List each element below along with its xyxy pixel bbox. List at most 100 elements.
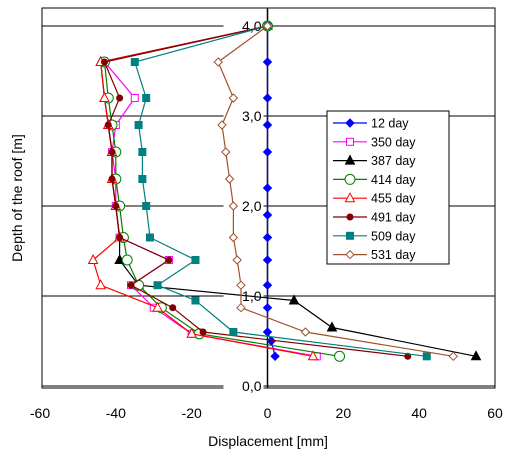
triangle-marker xyxy=(95,279,106,290)
square-marker xyxy=(422,352,431,361)
circle-marker xyxy=(346,213,354,221)
circle-marker xyxy=(104,121,112,129)
x-tick-label: -40 xyxy=(106,405,126,421)
legend-entry: 509 day xyxy=(333,229,416,243)
triangle-marker xyxy=(307,350,319,361)
square-marker xyxy=(142,94,151,102)
square-marker xyxy=(145,233,154,242)
x-tick-label: 60 xyxy=(487,405,503,421)
legend-entry: 12 day xyxy=(333,117,409,131)
circle-marker xyxy=(116,94,124,102)
square-marker xyxy=(138,148,147,156)
legend-label: 491 day xyxy=(371,211,416,225)
diamond-marker xyxy=(262,280,273,290)
series-12-day xyxy=(262,21,280,362)
legend: 12 day 350 day 387 day 414 day 455 day 491 da… xyxy=(326,110,450,265)
y-axis-title: Depth of the roof [m] xyxy=(9,134,25,262)
y-tick-label: 2,0 xyxy=(242,198,262,214)
diamond-marker xyxy=(262,210,273,220)
diamond-marker xyxy=(270,351,280,362)
triangle-marker xyxy=(470,350,482,361)
diamond-marker xyxy=(262,21,273,31)
legend-box xyxy=(326,110,450,265)
legend-label: 531 day xyxy=(371,248,416,262)
y-tick-label-background xyxy=(223,107,264,125)
legend-entry: 455 day xyxy=(333,192,416,206)
legend-entry: 491 day xyxy=(333,211,416,225)
diamond-marker xyxy=(213,57,223,67)
circle-marker xyxy=(108,148,116,156)
circle-marker xyxy=(165,256,173,264)
legend-label: 509 day xyxy=(371,229,416,243)
circle-marker xyxy=(112,202,120,210)
triangle-marker xyxy=(186,327,197,338)
diamond-marker xyxy=(217,120,227,130)
triangle-marker xyxy=(288,294,300,305)
x-tick-label: -20 xyxy=(182,405,202,421)
circle-marker xyxy=(108,175,116,183)
diamond-marker xyxy=(448,351,458,362)
x-tick-label: 0 xyxy=(264,405,272,421)
square-marker xyxy=(191,296,200,305)
series-531-day xyxy=(213,21,458,362)
diamond-marker xyxy=(262,120,273,130)
y-tick-label: 3,0 xyxy=(242,108,262,124)
circle-marker xyxy=(404,352,412,360)
circle-marker xyxy=(100,58,108,66)
plot-area-border xyxy=(41,7,496,389)
diamond-marker xyxy=(262,232,273,243)
diamond-marker xyxy=(262,255,273,265)
square-marker xyxy=(191,256,200,264)
square-marker xyxy=(130,94,139,102)
triangle-marker xyxy=(152,301,163,312)
square-marker xyxy=(229,328,238,336)
triangle-marker xyxy=(344,154,356,165)
diamond-marker xyxy=(345,249,355,260)
y-tick-label-background xyxy=(223,377,264,395)
x-axis-title: Displacement [mm] xyxy=(208,433,328,449)
diamond-marker xyxy=(262,302,273,313)
x-tick-label: 20 xyxy=(336,405,352,421)
x-tick-label: 40 xyxy=(411,405,427,421)
square-marker xyxy=(346,231,354,240)
triangle-marker xyxy=(344,192,356,203)
y-tick-labels: 0,01,02,03,04,0 xyxy=(223,17,264,395)
legend-entry: 531 day xyxy=(333,248,416,262)
diamond-marker xyxy=(232,255,242,265)
legend-label: 12 day xyxy=(371,117,409,131)
diamond-marker xyxy=(221,147,231,157)
diamond-marker xyxy=(262,57,273,67)
series-lines xyxy=(87,19,482,362)
legend-entry: 350 day xyxy=(333,135,416,149)
diamond-marker xyxy=(228,201,239,211)
square-marker xyxy=(153,281,162,290)
circle-marker xyxy=(344,173,356,185)
square-marker xyxy=(130,58,139,66)
circle-marker xyxy=(169,304,177,312)
legend-label: 414 day xyxy=(371,173,416,187)
square-marker xyxy=(134,121,143,129)
diamond-marker xyxy=(224,174,235,184)
triangle-marker xyxy=(87,253,99,264)
circle-marker xyxy=(199,328,207,336)
diamond-marker xyxy=(228,93,239,103)
diamond-marker xyxy=(262,147,273,157)
triangle-marker xyxy=(326,321,338,332)
square-marker xyxy=(138,175,147,183)
diamond-marker xyxy=(236,302,246,313)
circle-marker xyxy=(121,254,133,266)
diamond-marker xyxy=(236,280,246,290)
legend-label: 455 day xyxy=(371,192,416,206)
diamond-marker xyxy=(262,93,273,103)
series-491-day xyxy=(100,22,412,360)
diamond-marker xyxy=(228,232,239,243)
square-marker xyxy=(142,202,151,210)
legend-label: 350 day xyxy=(371,135,416,149)
triangle-marker xyxy=(99,91,110,102)
diamond-marker xyxy=(262,183,273,193)
legend-entry: 387 day xyxy=(333,154,416,168)
circle-marker xyxy=(334,350,346,362)
y-tick-label: 0,0 xyxy=(242,378,262,394)
diamond-marker xyxy=(345,118,355,128)
